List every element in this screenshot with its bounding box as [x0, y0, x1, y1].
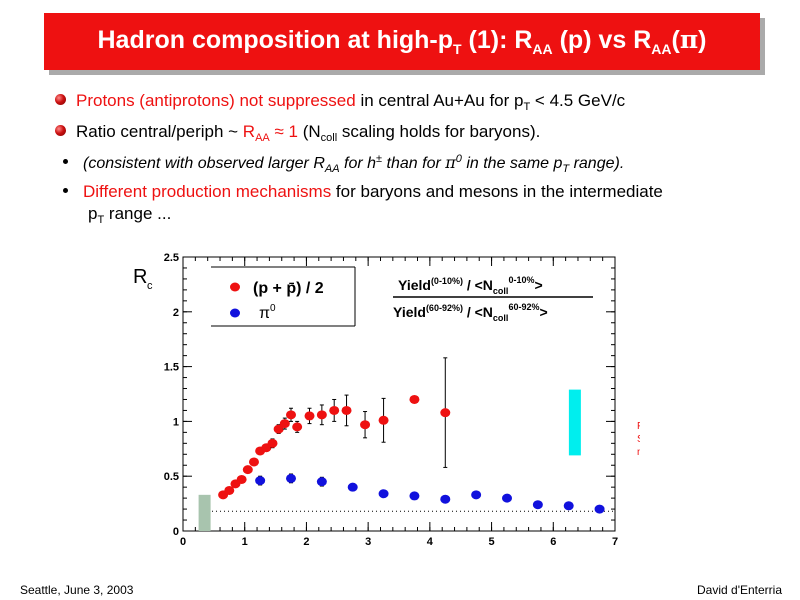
x-tick-label: 2 [303, 536, 309, 548]
proton-point [224, 485, 235, 495]
x-tick-label: 0 [180, 536, 186, 548]
phenix-annotation-line: PHENIX Collab. [637, 421, 640, 432]
formula-denominator: Yield(60-92%) / <Ncoll60-92%> [393, 302, 548, 323]
x-tick-label: 7 [612, 536, 618, 548]
pion-point [532, 500, 543, 510]
proton-point [292, 422, 303, 432]
y-tick-label: 2 [173, 307, 179, 319]
phenix-annotation-line: nucl-ex/0305036 [637, 447, 640, 458]
legend-pion-marker [230, 308, 240, 318]
red-ball-bullet-icon [55, 94, 66, 106]
proton-point [316, 410, 327, 420]
bullet-protons: Protons (antiprotons) not suppressed in … [55, 90, 625, 113]
proton-point [329, 405, 340, 415]
footer-location-date: Seattle, June 3, 2003 [20, 583, 134, 597]
formula-numerator: Yield(0-10%) / <Ncoll0-10%> [398, 275, 543, 296]
proton-point [273, 424, 284, 434]
y-axis-label: R [133, 266, 147, 288]
proton-point [341, 405, 352, 415]
x-tick-label: 4 [427, 536, 434, 548]
dot-bullet-icon [63, 159, 68, 165]
y-tick-label: 2.5 [164, 252, 179, 264]
pion-point [502, 493, 512, 503]
proton-point [360, 420, 371, 430]
pion-point [316, 477, 327, 487]
bullet-ratio: Ratio central/periph ~ RAA ≈ 1 (Ncoll sc… [55, 121, 540, 144]
y-tick-label: 1 [173, 416, 179, 428]
proton-point [409, 394, 420, 404]
pion-point [255, 476, 266, 486]
x-tick-label: 3 [365, 536, 371, 548]
proton-point [236, 474, 247, 484]
systematic-band-1 [568, 389, 581, 456]
y-tick-label: 1.5 [164, 362, 179, 374]
proton-point [286, 410, 296, 420]
pion-point [409, 491, 420, 501]
proton-point [248, 457, 259, 467]
proton-point [242, 465, 253, 475]
pion-point [378, 489, 389, 499]
y-tick-label: 0 [173, 526, 179, 538]
y-tick-label: 0.5 [164, 471, 179, 483]
legend-proton-marker [230, 282, 240, 292]
x-tick-label: 5 [489, 536, 495, 548]
red-ball-bullet-icon [55, 125, 66, 137]
pion-point [563, 501, 574, 511]
plot-frame [182, 256, 616, 532]
y-axis-label-sub: c [147, 280, 153, 292]
title-banner: Hadron composition at high-pT (1): RAA (… [44, 13, 760, 70]
bullet-mechanisms: Different production mechanisms for bary… [55, 181, 663, 203]
x-tick-label: 6 [550, 536, 556, 548]
proton-point [304, 411, 315, 421]
systematic-band-0 [198, 494, 211, 531]
proton-point [279, 419, 290, 429]
proton-point [440, 408, 451, 418]
proton-point [378, 415, 389, 425]
chart-svg: 0 1 2 3 4 5 6 7 0 0.5 1 1.5 2 2.5 R c (p + p̄) / 2 π0 Yiel… [133, 252, 716, 548]
pion-point [440, 494, 451, 504]
legend-pion-label: π0 [259, 303, 276, 322]
pion-point [347, 482, 358, 492]
dot-bullet-icon [63, 188, 68, 194]
pion-point [471, 490, 482, 500]
x-tick-label: 1 [242, 536, 248, 548]
footer-author: David d'Enterria [697, 583, 782, 597]
pion-point [286, 473, 296, 483]
slide-title: Hadron composition at high-pT (1): RAA (… [97, 25, 707, 57]
proton-point [267, 438, 278, 448]
phenix-annotation-line: Submitted to PRL [637, 434, 640, 445]
bullet-mechanisms-line2: pT range ... [88, 204, 172, 226]
bullet-consistent: (consistent with observed larger RAA for… [55, 152, 624, 175]
pion-point [594, 504, 605, 514]
legend-proton-label: (p + p̄) / 2 [253, 280, 324, 297]
